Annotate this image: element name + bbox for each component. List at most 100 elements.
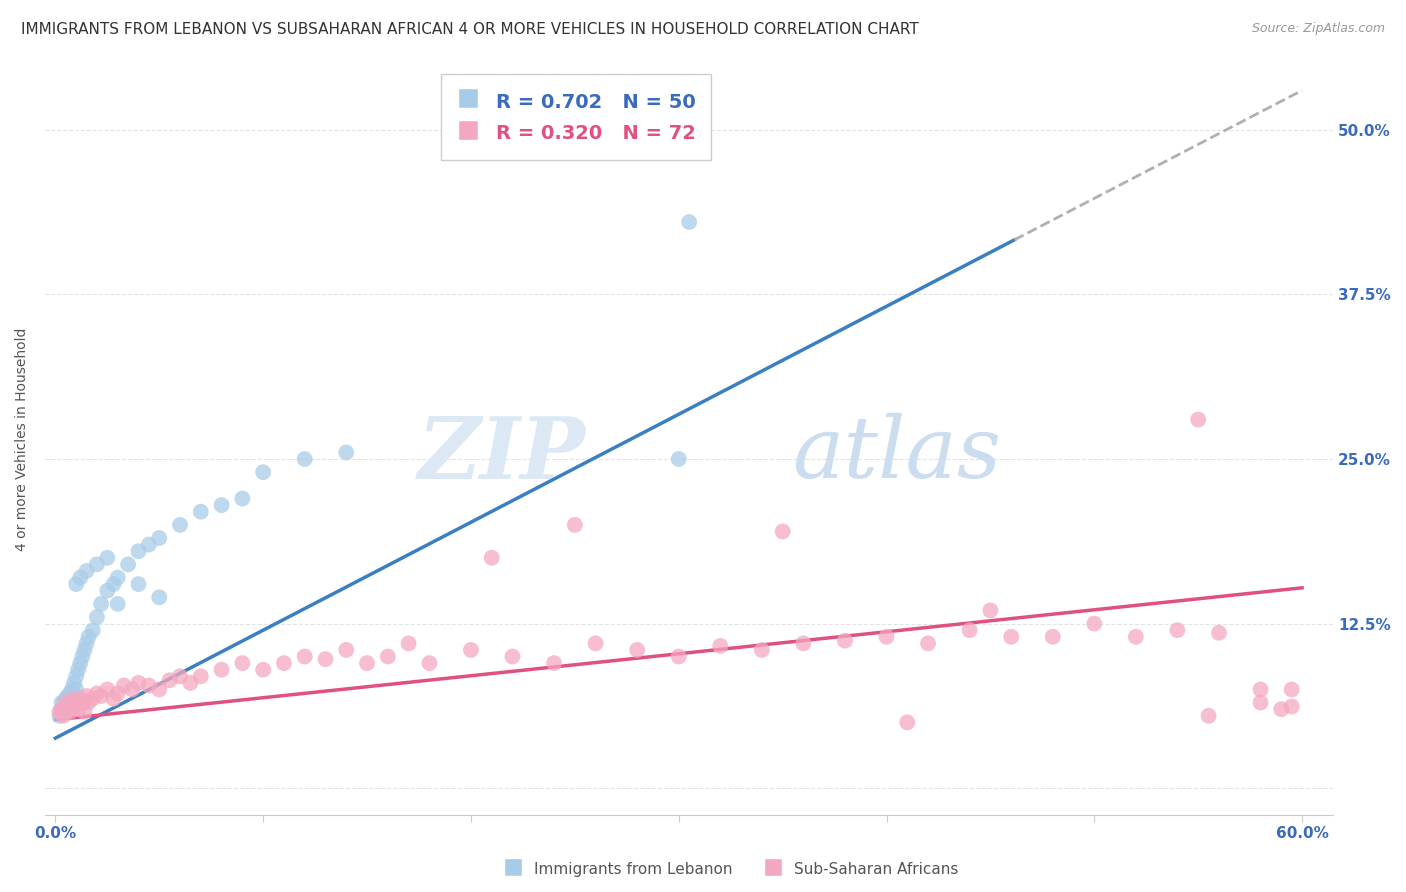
Point — [56, 689, 79, 703]
Point — [86, 610, 108, 624]
Point — [979, 603, 1001, 617]
Point — [77, 696, 100, 710]
Point — [1270, 702, 1292, 716]
Point — [51, 696, 73, 710]
Point — [377, 649, 399, 664]
Point — [82, 691, 104, 706]
Point — [335, 643, 357, 657]
Point — [48, 708, 70, 723]
Point — [96, 550, 118, 565]
Point — [59, 696, 82, 710]
Point — [1000, 630, 1022, 644]
Point — [294, 452, 316, 467]
Point — [148, 591, 170, 605]
Point — [65, 682, 87, 697]
Point — [211, 663, 233, 677]
Point — [1042, 630, 1064, 644]
Point — [626, 643, 648, 657]
Point — [1198, 708, 1220, 723]
Point — [121, 682, 143, 697]
Point — [63, 699, 86, 714]
Point — [772, 524, 794, 539]
Point — [159, 673, 181, 688]
Point — [60, 682, 83, 697]
Point — [72, 696, 94, 710]
Point — [52, 702, 75, 716]
Point — [1281, 699, 1303, 714]
Point — [73, 643, 96, 657]
Text: atlas: atlas — [792, 413, 1001, 496]
Point — [252, 465, 274, 479]
Point — [231, 656, 253, 670]
Point — [65, 669, 87, 683]
Point — [96, 583, 118, 598]
Point — [211, 498, 233, 512]
Point — [76, 636, 98, 650]
Point — [917, 636, 939, 650]
Point — [127, 577, 149, 591]
Point — [169, 517, 191, 532]
Legend: Immigrants from Lebanon, Sub-Saharan Africans: Immigrants from Lebanon, Sub-Saharan Afr… — [498, 854, 965, 884]
Point — [52, 696, 75, 710]
Point — [69, 691, 91, 706]
Point — [1187, 412, 1209, 426]
Point — [179, 676, 201, 690]
Point — [107, 686, 129, 700]
Point — [86, 558, 108, 572]
Point — [169, 669, 191, 683]
Point — [56, 699, 79, 714]
Point — [127, 544, 149, 558]
Point — [678, 215, 700, 229]
Point — [72, 649, 94, 664]
Point — [876, 630, 898, 644]
Point — [1208, 625, 1230, 640]
Point — [481, 550, 503, 565]
Point — [103, 577, 125, 591]
Text: Source: ZipAtlas.com: Source: ZipAtlas.com — [1251, 22, 1385, 36]
Point — [52, 708, 75, 723]
Point — [96, 682, 118, 697]
Point — [356, 656, 378, 670]
Point — [668, 452, 690, 467]
Point — [127, 676, 149, 690]
Point — [55, 691, 77, 706]
Point — [59, 705, 82, 719]
Point — [190, 669, 212, 683]
Point — [190, 505, 212, 519]
Point — [65, 696, 87, 710]
Y-axis label: 4 or more Vehicles in Household: 4 or more Vehicles in Household — [15, 327, 30, 551]
Point — [668, 649, 690, 664]
Legend: R = 0.702   N = 50, R = 0.320   N = 72: R = 0.702 N = 50, R = 0.320 N = 72 — [441, 74, 711, 161]
Point — [709, 639, 731, 653]
Point — [1083, 616, 1105, 631]
Point — [63, 689, 86, 703]
Point — [69, 570, 91, 584]
Point — [1166, 623, 1188, 637]
Point — [148, 682, 170, 697]
Point — [502, 649, 524, 664]
Point — [335, 445, 357, 459]
Point — [252, 663, 274, 677]
Point — [48, 705, 70, 719]
Point — [1281, 682, 1303, 697]
Point — [751, 643, 773, 657]
Point — [117, 558, 139, 572]
Point — [76, 689, 98, 703]
Point — [63, 676, 86, 690]
Point — [112, 678, 135, 692]
Point — [231, 491, 253, 506]
Point — [76, 564, 98, 578]
Point — [82, 623, 104, 637]
Point — [564, 517, 586, 532]
Point — [51, 702, 73, 716]
Point — [90, 597, 112, 611]
Text: IMMIGRANTS FROM LEBANON VS SUBSAHARAN AFRICAN 4 OR MORE VEHICLES IN HOUSEHOLD CO: IMMIGRANTS FROM LEBANON VS SUBSAHARAN AF… — [21, 22, 920, 37]
Point — [294, 649, 316, 664]
Point — [90, 689, 112, 703]
Point — [1125, 630, 1147, 644]
Point — [138, 538, 160, 552]
Point — [60, 691, 83, 706]
Point — [896, 715, 918, 730]
Point — [1250, 682, 1272, 697]
Point — [73, 705, 96, 719]
